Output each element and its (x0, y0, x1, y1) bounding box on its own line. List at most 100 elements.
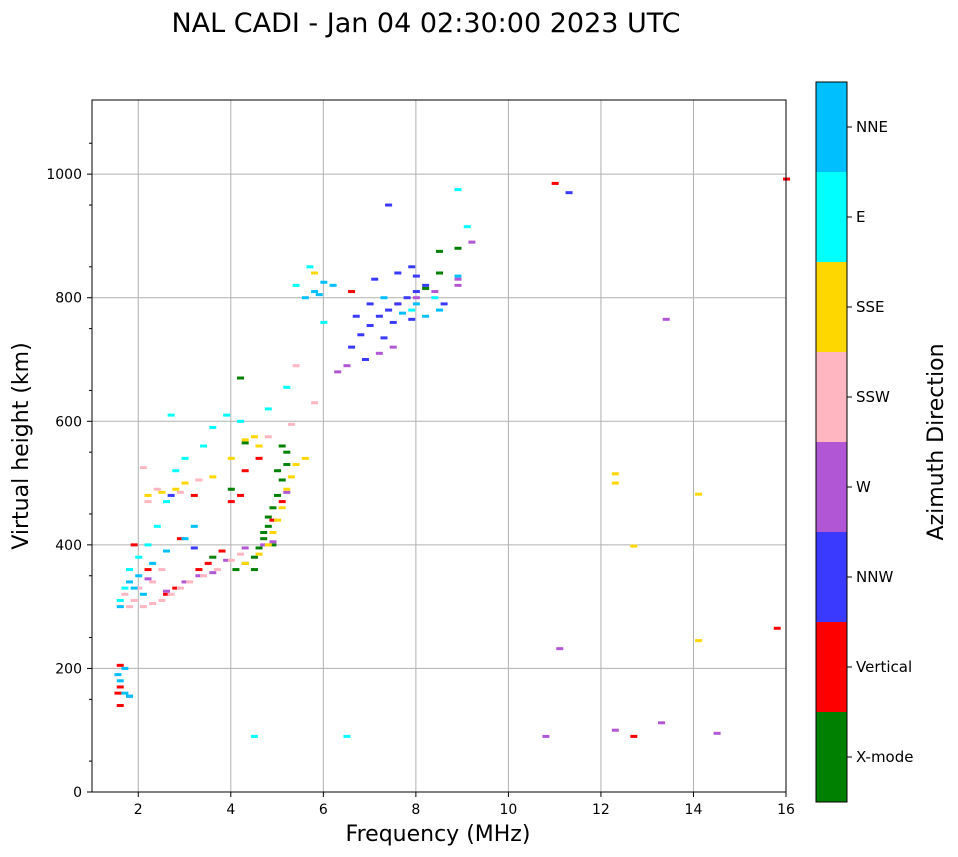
data-point-w (556, 647, 564, 651)
data-point-sse (172, 487, 180, 491)
data-point-w (658, 721, 666, 725)
data-point-x-mode (274, 469, 282, 473)
data-point-x-mode (436, 271, 443, 275)
colorbar-category-label: NNW (856, 568, 893, 586)
data-point-vertical (218, 549, 226, 553)
data-point-nne (329, 283, 337, 287)
y-tick-label: 200 (55, 661, 82, 677)
colorbar-segment (816, 82, 847, 172)
data-point-ssw (167, 592, 175, 596)
x-axis-ticks: 2 4 6 8 10 12 14 16 (134, 792, 795, 818)
data-point-ssw (227, 558, 235, 562)
data-point-nne (135, 574, 143, 578)
data-point-ssw (176, 586, 184, 590)
data-point-ssw (176, 490, 184, 494)
data-point-e (167, 413, 175, 417)
data-point-e (163, 500, 171, 504)
data-point-nnw (565, 191, 573, 195)
data-point-nne (412, 302, 420, 306)
colorbar: X-mode Vertical NNW W SSW SSE E NNE (815, 81, 913, 803)
data-point-x-mode (255, 546, 263, 550)
data-point-ssw (158, 568, 166, 572)
data-point-nnw (380, 336, 388, 340)
data-point-nnw (190, 546, 198, 550)
data-point-vertical (773, 626, 781, 630)
data-point-x-mode (227, 487, 235, 491)
chart-title: NAL CADI - Jan 04 02:30:00 2023 UTC (171, 8, 680, 39)
data-point-ssw (311, 401, 319, 405)
data-point-nne (121, 666, 129, 670)
data-point-x-mode (250, 555, 258, 559)
data-point-ssw (149, 580, 157, 584)
data-point-ssw (264, 435, 272, 439)
colorbar-segment (816, 622, 847, 712)
data-point-sse (274, 518, 282, 522)
x-tick-label: 14 (685, 802, 703, 818)
data-point-nne (320, 280, 328, 284)
data-point-nnw (422, 283, 430, 287)
data-point-sse (301, 456, 309, 460)
data-point-ssw (149, 602, 157, 606)
data-point-e (264, 407, 272, 411)
data-point-w (389, 345, 397, 349)
data-point-ssw (121, 592, 129, 596)
data-point-nne (116, 605, 124, 609)
data-point-w (209, 571, 217, 575)
data-point-nne (315, 293, 323, 297)
data-point-nne (311, 290, 319, 294)
data-point-vertical (172, 586, 180, 590)
data-point-ssw (292, 364, 300, 368)
colorbar-category-label: Vertical (856, 658, 912, 676)
data-point-e (116, 598, 124, 602)
data-point-w (468, 240, 476, 244)
data-point-nne (121, 691, 129, 695)
colorbar-category-label: X-mode (856, 748, 913, 766)
data-point-w (181, 580, 189, 584)
data-point-vertical (278, 500, 286, 504)
data-point-w (241, 546, 249, 550)
data-point-nnw (389, 320, 397, 324)
x-tick-label: 16 (777, 802, 795, 818)
data-point-nnw (412, 290, 420, 294)
data-point-vertical (204, 561, 212, 565)
x-tick-label: 10 (499, 802, 517, 818)
data-point-nne (398, 311, 406, 315)
data-point-nne (181, 537, 189, 541)
data-point-sse (209, 475, 217, 479)
data-point-ssw (213, 568, 221, 572)
data-point-e (343, 734, 351, 738)
data-point-w (343, 364, 351, 368)
data-point-nnw (408, 317, 416, 321)
data-point-nnw (352, 314, 360, 318)
data-point-e (172, 469, 180, 473)
data-points (114, 177, 790, 738)
data-point-w (542, 734, 550, 738)
data-point-x-mode (250, 568, 258, 572)
y-tick-label: 1000 (46, 167, 82, 183)
data-point-w (713, 731, 721, 735)
data-point-w (260, 543, 268, 547)
data-point-nnw (366, 324, 374, 328)
data-point-ssw (139, 466, 147, 470)
data-point-vertical (130, 543, 138, 547)
data-point-e (135, 555, 143, 559)
data-point-w (163, 589, 171, 593)
data-point-ssw (144, 500, 152, 504)
data-point-sse (227, 456, 235, 460)
data-point-sse (255, 552, 263, 556)
y-axis-ticks: 0 200 400 600 800 1000 (46, 142, 92, 801)
colorbar-segment (816, 172, 847, 262)
data-point-nnw (394, 302, 402, 306)
data-point-ssw (126, 605, 134, 609)
data-point-x-mode (454, 246, 462, 250)
data-point-nnw (385, 308, 393, 312)
data-point-w (611, 728, 619, 732)
data-point-x-mode (237, 376, 245, 380)
data-point-x-mode (241, 441, 249, 445)
data-point-vertical (551, 181, 559, 185)
data-point-vertical (241, 469, 249, 473)
data-point-sse (264, 543, 272, 547)
data-point-e (200, 444, 208, 448)
data-point-x-mode (232, 568, 240, 572)
data-point-ssw (130, 598, 138, 602)
